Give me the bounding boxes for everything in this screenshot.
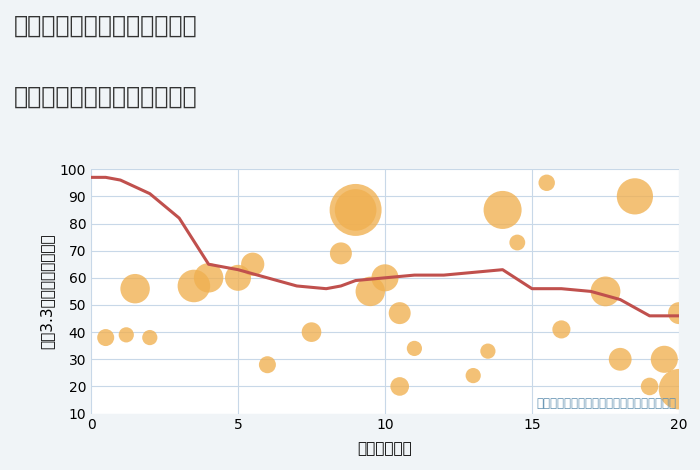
Point <box>468 372 479 379</box>
Text: 円の大きさは、取引のあった物件面積を示す: 円の大きさは、取引のあった物件面積を示す <box>536 397 676 409</box>
X-axis label: 駅距離（分）: 駅距離（分） <box>358 441 412 456</box>
Point <box>394 309 405 317</box>
Point <box>232 274 244 282</box>
Point <box>262 361 273 368</box>
Point <box>379 274 391 282</box>
Text: 駅距離別中古マンション価格: 駅距離別中古マンション価格 <box>14 85 197 109</box>
Y-axis label: 坪（3.3㎡）単価（万円）: 坪（3.3㎡）単価（万円） <box>39 234 54 349</box>
Point <box>394 383 405 390</box>
Point <box>644 383 655 390</box>
Point <box>629 193 641 200</box>
Point <box>247 260 258 268</box>
Text: 岐阜県郡上市白鳥町二日町の: 岐阜県郡上市白鳥町二日町の <box>14 14 197 38</box>
Point <box>482 347 493 355</box>
Point <box>144 334 155 341</box>
Point <box>556 326 567 333</box>
Point <box>130 285 141 292</box>
Point <box>203 274 214 282</box>
Point <box>497 206 508 214</box>
Point <box>188 282 199 290</box>
Point <box>673 385 685 393</box>
Point <box>120 331 132 338</box>
Point <box>365 288 376 295</box>
Point <box>512 239 523 246</box>
Point <box>600 288 611 295</box>
Point <box>350 206 361 214</box>
Point <box>335 250 346 257</box>
Point <box>659 355 670 363</box>
Point <box>100 334 111 341</box>
Point <box>541 179 552 187</box>
Point <box>673 309 685 317</box>
Point <box>409 345 420 352</box>
Point <box>306 329 317 336</box>
Point <box>615 355 626 363</box>
Point <box>350 206 361 214</box>
